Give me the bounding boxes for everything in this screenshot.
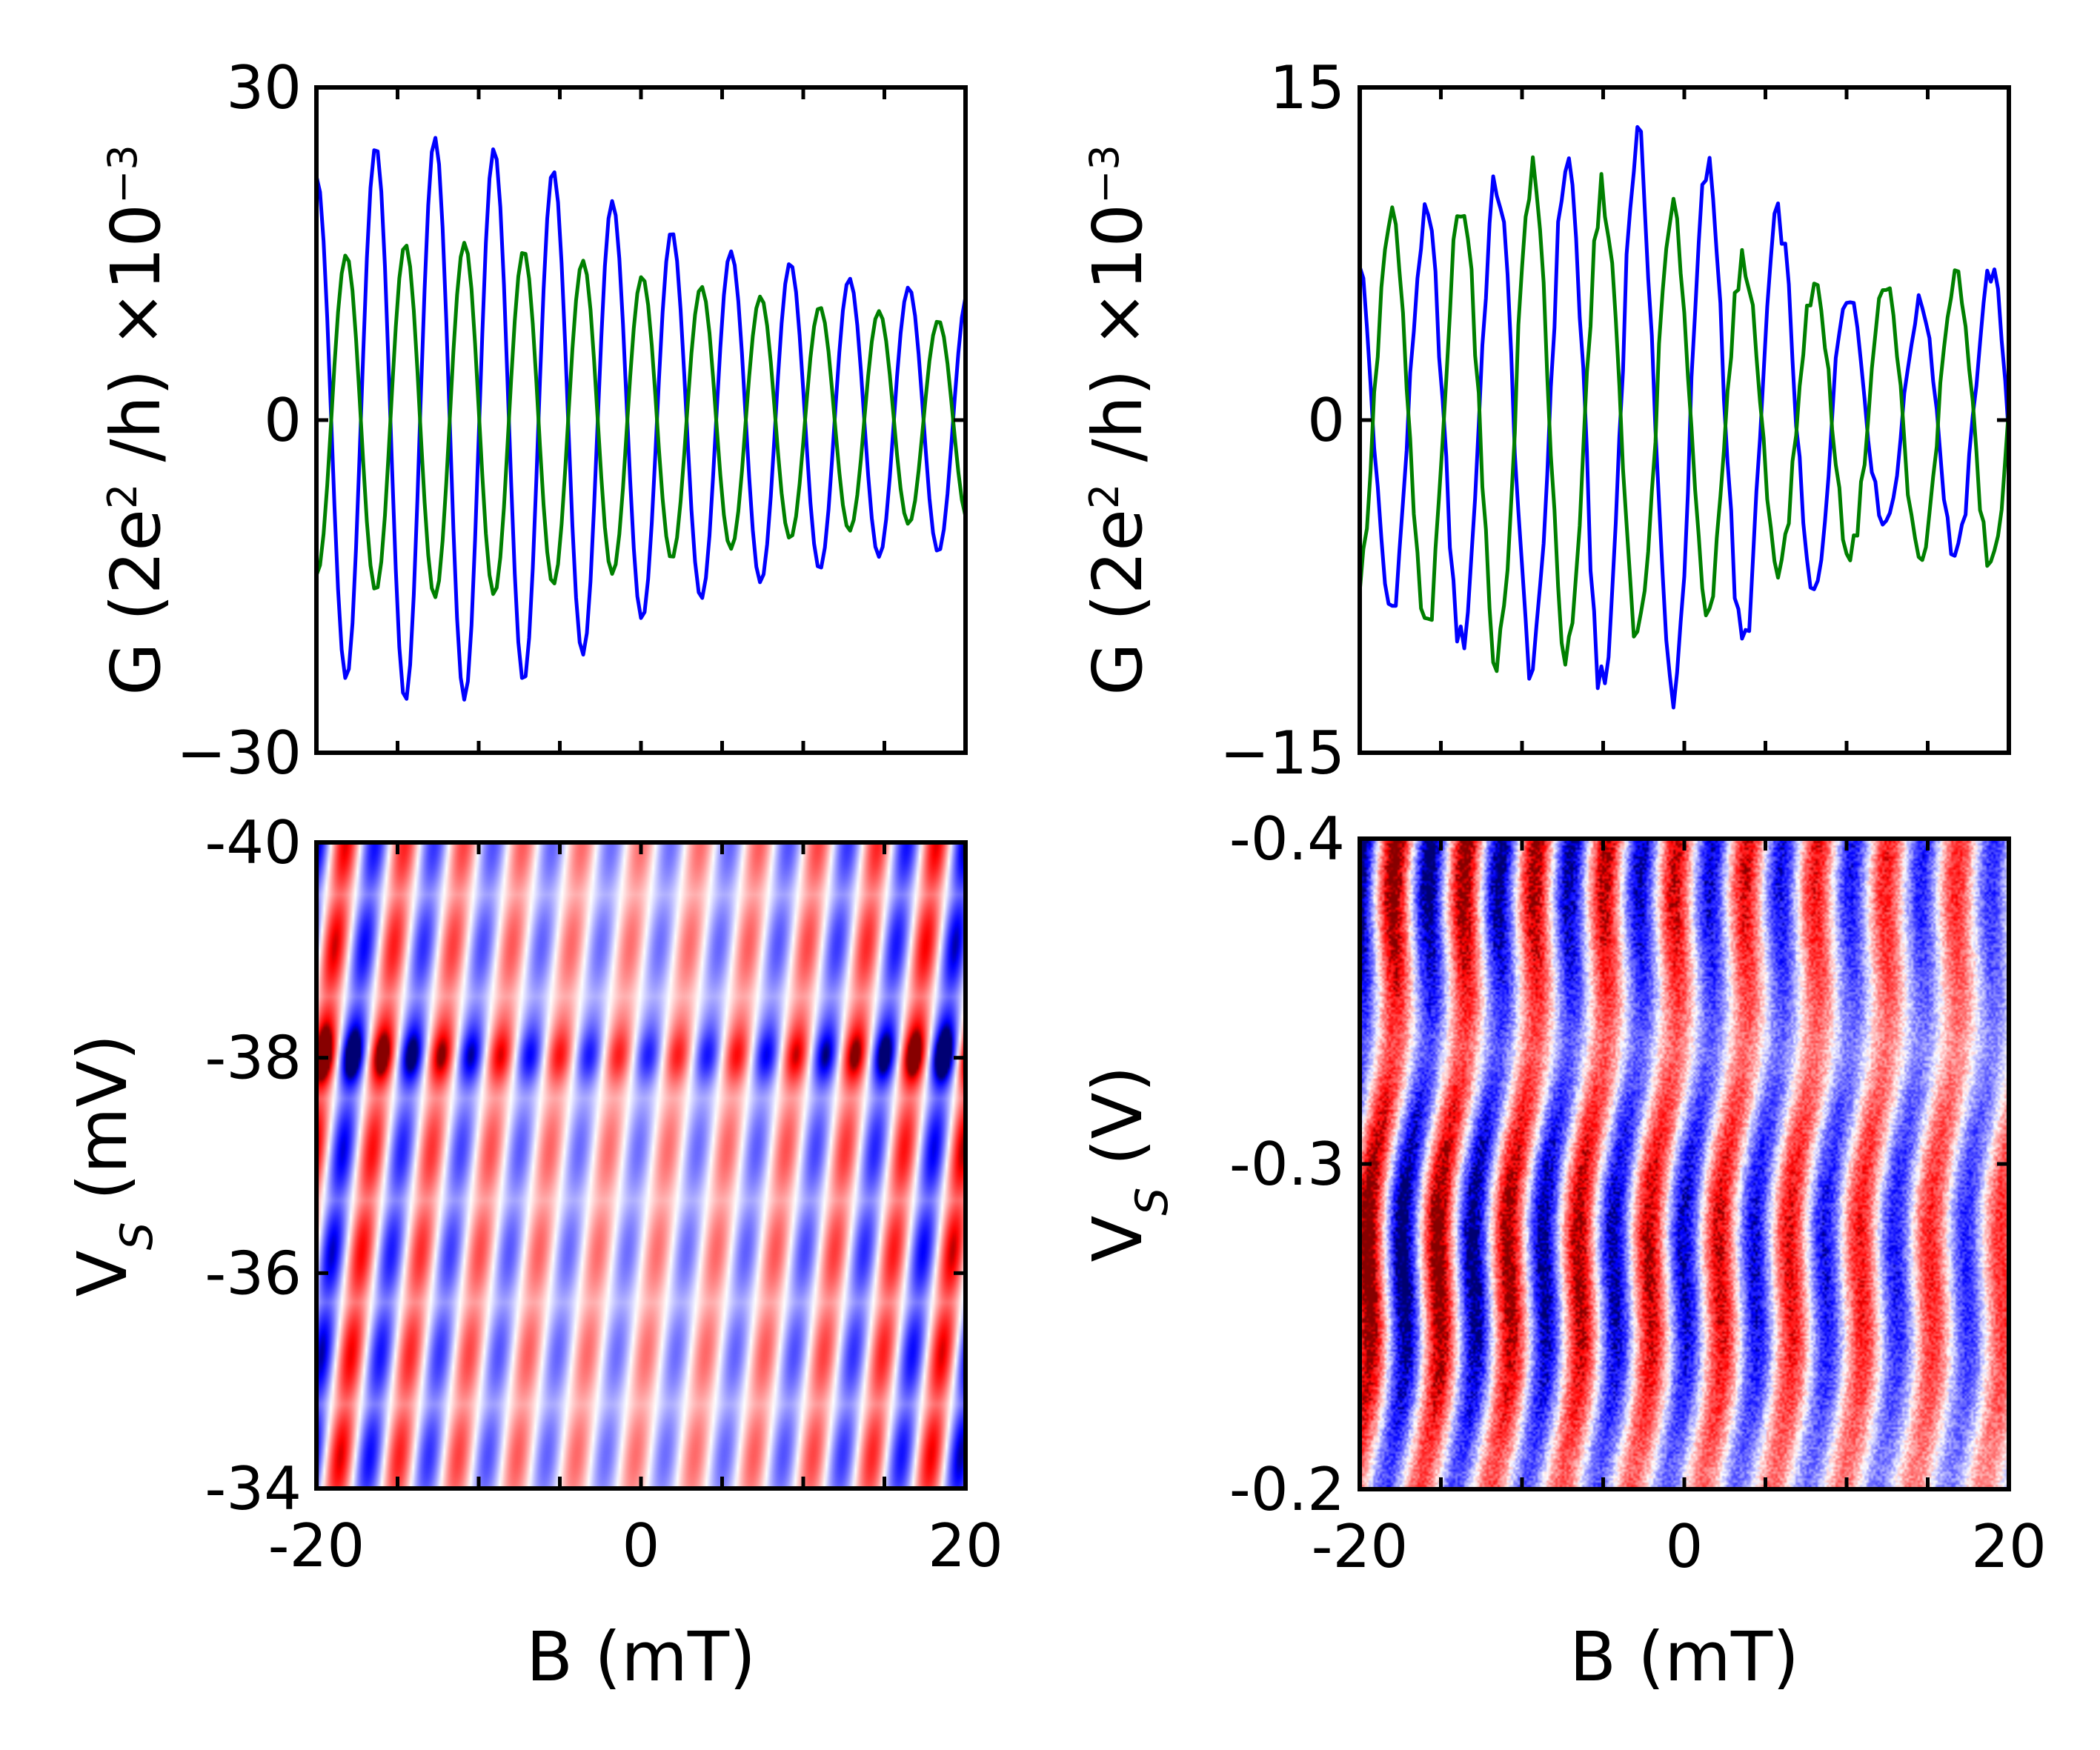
top-left-line-panel: −30 0 30 G (2e2 /h) ×10−3 bbox=[96, 53, 968, 788]
bottom-left-heatmap-canvas bbox=[316, 842, 966, 1488]
bottom-left-y-axis-label: VS (mV) bbox=[63, 1034, 163, 1297]
y-tick-label: 15 bbox=[1269, 53, 1345, 122]
y-tick-label: 0 bbox=[1307, 386, 1345, 455]
x-tick-label: -20 bbox=[1312, 1512, 1409, 1581]
y-tick-label: -0.2 bbox=[1229, 1455, 1345, 1524]
x-tick-label: 0 bbox=[622, 1511, 660, 1580]
top-right-line-panel: −15 0 15 G (2e2 /h) ×10−3 bbox=[1078, 53, 2011, 788]
top-right-series-layer bbox=[1358, 124, 2011, 710]
top-left-series-blue bbox=[314, 136, 968, 702]
bottom-left-x-axis-label: B (mT) bbox=[526, 1617, 756, 1697]
top-left-y-axis-label: G (2e2 /h) ×10−3 bbox=[96, 144, 176, 695]
y-tick-label: -40 bbox=[205, 808, 302, 877]
x-tick-label: 0 bbox=[1666, 1512, 1704, 1581]
bottom-left-heatmap-panel: -20 0 20 -40 -38 -36 -34 B (mT) VS (mV) bbox=[63, 808, 1003, 1697]
y-tick-label: -0.4 bbox=[1229, 805, 1345, 874]
bottom-left-ticks: -20 0 20 -40 -38 -36 -34 bbox=[205, 808, 1003, 1580]
top-right-series-green bbox=[1358, 155, 2011, 673]
top-right-plot-area bbox=[1360, 87, 2009, 753]
y-tick-label: -34 bbox=[205, 1454, 302, 1523]
bottom-right-heatmap-image bbox=[1360, 839, 2009, 1489]
bottom-left-heatmap-image bbox=[316, 842, 966, 1488]
bottom-right-heatmap-canvas bbox=[1360, 839, 2009, 1489]
x-tick-label: 20 bbox=[928, 1511, 1003, 1580]
top-left-plot-area bbox=[316, 87, 966, 753]
bottom-right-y-axis-label: VS (V) bbox=[1078, 1066, 1178, 1262]
bottom-right-axes-frame bbox=[1358, 836, 2011, 1491]
y-tick-label: −15 bbox=[1220, 719, 1345, 788]
top-left-series-green bbox=[314, 241, 968, 599]
y-tick-label: -36 bbox=[205, 1239, 302, 1308]
top-right-series-blue bbox=[1358, 124, 2011, 710]
bottom-right-x-axis-label: B (mT) bbox=[1569, 1617, 1799, 1697]
top-left-ticks: −30 0 30 bbox=[176, 53, 966, 788]
x-tick-label: 20 bbox=[1971, 1512, 2047, 1581]
y-tick-label: -38 bbox=[205, 1024, 302, 1093]
y-tick-label: 0 bbox=[264, 386, 302, 455]
bottom-left-axes-frame bbox=[314, 840, 968, 1491]
x-tick-label: -20 bbox=[268, 1511, 365, 1580]
y-tick-label: −30 bbox=[176, 719, 302, 788]
top-right-y-axis-label: G (2e2 /h) ×10−3 bbox=[1078, 144, 1157, 695]
y-tick-label: 30 bbox=[226, 53, 302, 122]
top-right-axes-frame bbox=[1358, 85, 2011, 755]
top-left-axes-frame bbox=[314, 85, 968, 755]
bottom-right-heatmap-panel: -20 0 20 -0.4 -0.3 -0.2 B (mT) VS (V) bbox=[1078, 805, 2047, 1697]
top-left-series-layer bbox=[314, 136, 968, 702]
y-tick-label: -0.3 bbox=[1229, 1130, 1345, 1199]
